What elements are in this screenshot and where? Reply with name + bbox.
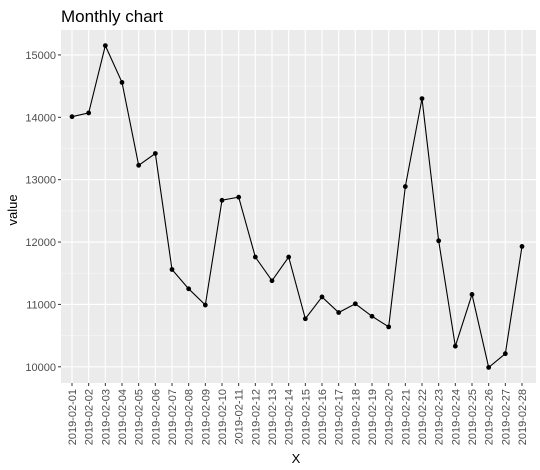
x-tick-label: 2019-02-16: [317, 389, 329, 445]
x-tick-label: 2019-02-05: [134, 389, 146, 445]
data-point: [452, 343, 458, 349]
x-tick-label: 2019-02-14: [284, 389, 296, 445]
x-tick-label: 2019-02-15: [300, 389, 312, 445]
x-tick-label: 2019-02-01: [67, 389, 79, 445]
x-axis-label: X: [292, 451, 301, 466]
data-point: [502, 351, 508, 357]
y-tick-label: 13000: [25, 175, 56, 187]
x-tick-label: 2019-02-25: [467, 389, 479, 445]
data-point: [136, 162, 142, 168]
x-tick-label: 2019-02-11: [234, 389, 246, 444]
data-point: [169, 267, 175, 272]
y-tick-label: 12000: [25, 237, 56, 249]
y-tick-label: 15000: [25, 50, 56, 62]
data-point: [186, 286, 192, 292]
data-point: [419, 96, 425, 102]
data-point: [369, 313, 375, 319]
data-point: [286, 254, 292, 260]
chart-title: Monthly chart: [61, 7, 163, 26]
data-point: [102, 43, 108, 48]
x-tick-label: 2019-02-26: [484, 389, 496, 445]
data-point: [386, 324, 392, 330]
x-tick-label: 2019-02-06: [150, 389, 162, 445]
data-point: [402, 184, 408, 189]
data-points: [69, 43, 525, 370]
data-point: [519, 244, 525, 249]
x-tick-label: 2019-02-21: [400, 389, 412, 445]
data-point: [69, 114, 75, 120]
x-tick-label: 2019-02-08: [184, 389, 196, 445]
x-tick-label: 2019-02-20: [384, 389, 396, 445]
data-point: [336, 310, 342, 315]
data-point: [219, 197, 225, 203]
x-axis: 2019-02-01 2019-02-02 2019-02-03 2019-02-04…: [67, 383, 529, 445]
x-tick-label: 2019-02-28: [517, 389, 529, 445]
data-point: [152, 151, 158, 156]
data-point: [252, 254, 258, 260]
data-point: [436, 238, 442, 244]
y-tick-label: 14000: [25, 112, 56, 124]
x-tick-label: 2019-02-18: [350, 389, 362, 445]
x-tick-label: 2019-02-22: [417, 389, 429, 445]
x-tick-label: 2019-02-02: [84, 389, 96, 445]
x-tick-label: 2019-02-13: [267, 389, 279, 445]
major-gridlines: [61, 30, 536, 383]
x-tick-label: 2019-02-09: [200, 389, 212, 445]
minor-gridlines: [61, 85, 536, 336]
data-point: [86, 110, 92, 116]
series-line: [71, 43, 523, 369]
x-tick-label: 2019-02-24: [450, 389, 462, 445]
x-tick-label: 2019-02-12: [250, 389, 262, 445]
data-point: [486, 365, 492, 370]
x-tick-label: 2019-02-04: [117, 389, 129, 445]
x-tick-label: 2019-02-03: [100, 389, 112, 445]
data-point: [352, 301, 358, 307]
x-tick-label: 2019-02-23: [434, 389, 446, 445]
x-tick-label: 2019-02-17: [334, 389, 346, 445]
y-tick-label: 11000: [26, 299, 56, 311]
x-tick-label: 2019-02-27: [500, 389, 512, 445]
data-point: [202, 302, 208, 308]
y-axis: 10000 11000 12000 13000 14000 15000: [25, 50, 61, 374]
data-point: [119, 79, 125, 85]
data-point: [302, 316, 308, 322]
x-tick-label: 2019-02-10: [217, 389, 229, 445]
data-point: [269, 278, 275, 284]
x-tick-label: 2019-02-19: [367, 389, 379, 445]
data-point: [469, 292, 475, 297]
plot-panel: [61, 30, 536, 383]
data-point: [236, 194, 242, 200]
y-tick-label: 10000: [25, 362, 56, 374]
data-point: [319, 294, 325, 300]
y-axis-label: value: [5, 194, 20, 225]
x-tick-label: 2019-02-07: [167, 389, 179, 445]
